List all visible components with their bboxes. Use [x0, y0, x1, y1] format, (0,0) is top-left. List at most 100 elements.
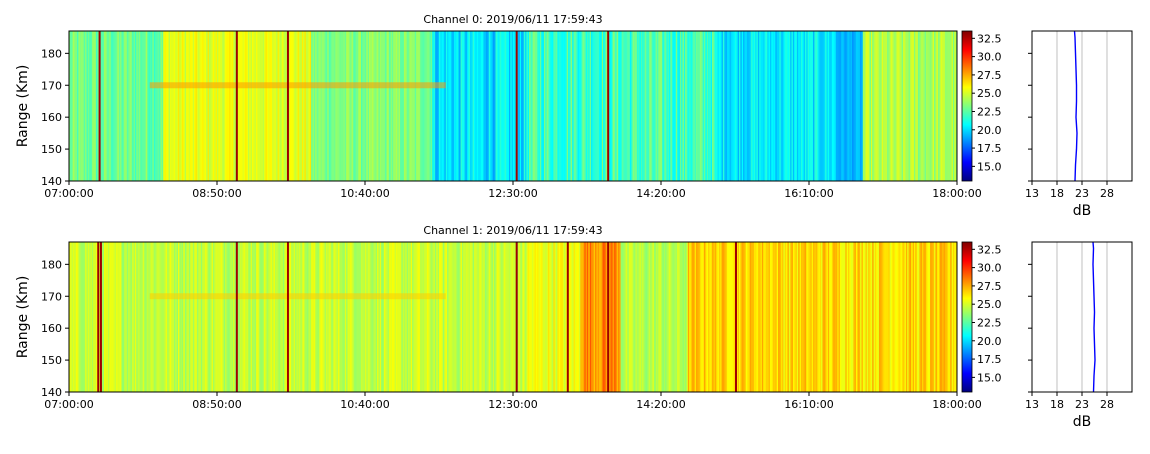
- heatmap-column: [351, 31, 354, 181]
- heatmap-column: [390, 242, 393, 392]
- heatmap-column: [426, 242, 429, 392]
- heatmap-column: [239, 242, 242, 392]
- heatmap-column: [934, 31, 936, 181]
- heatmap-column: [78, 242, 81, 392]
- heatmap-column: [348, 242, 351, 392]
- heatmap-column: [616, 31, 619, 181]
- heatmap-column: [912, 242, 915, 392]
- heatmap-column: [849, 31, 852, 181]
- heatmap-column: [132, 31, 135, 181]
- heatmap-column: [429, 242, 432, 392]
- heatmap-column: [650, 31, 653, 181]
- heatmap-column: [328, 242, 331, 392]
- heatmap-column: [705, 31, 708, 181]
- heatmap-column: [527, 31, 530, 181]
- heatmap-column: [366, 242, 369, 392]
- heatmap-column: [475, 242, 478, 392]
- heatmap-column: [291, 242, 293, 392]
- heatmap-column: [726, 242, 729, 392]
- heatmap-column: [891, 31, 893, 181]
- profile-x-axis-label: dB: [1073, 414, 1092, 430]
- heatmap-column: [709, 31, 712, 181]
- heatmap-column: [502, 242, 505, 392]
- heatmap-column: [266, 242, 269, 392]
- heatmap-column: [192, 242, 195, 392]
- heatmap-column: [443, 242, 445, 392]
- heatmap-column: [355, 242, 358, 392]
- heatmap-column: [159, 242, 161, 392]
- heatmap-column: [833, 31, 836, 181]
- heatmap-column: [93, 242, 96, 392]
- heatmap-column: [180, 31, 183, 181]
- heatmap-column: [309, 31, 312, 181]
- heatmap-column: [916, 242, 919, 392]
- heatmap-column: [537, 242, 540, 392]
- heatmap-column: [261, 242, 264, 392]
- heatmap-column: [860, 242, 862, 392]
- heatmap-column: [892, 242, 895, 392]
- heatmap-column: [950, 31, 953, 181]
- heatmap-column: [157, 242, 160, 392]
- heatmap-column: [757, 31, 760, 181]
- heatmap-column: [217, 31, 219, 181]
- heatmap-column: [887, 242, 889, 392]
- heatmap-column: [587, 31, 589, 181]
- heatmap-column: [386, 242, 389, 392]
- heatmap-column: [795, 242, 798, 392]
- heatmap-column: [792, 242, 795, 392]
- heatmap-column: [130, 31, 133, 181]
- heatmap-column: [880, 31, 883, 181]
- heatmap-column: [86, 31, 89, 181]
- heatmap-column: [300, 242, 303, 392]
- heatmap-column: [670, 242, 673, 392]
- heatmap-column: [899, 242, 901, 392]
- heatmap-column: [550, 31, 553, 181]
- heatmap-column: [486, 242, 488, 392]
- heatmap-column: [356, 242, 359, 392]
- heatmap-column: [102, 242, 105, 392]
- heatmap-column: [108, 31, 110, 181]
- heatmap-column: [503, 242, 506, 392]
- heatmap-column: [208, 242, 211, 392]
- heatmap-column: [881, 31, 884, 181]
- heatmap-column: [75, 242, 78, 392]
- heatmap-column: [803, 31, 806, 181]
- heatmap-column: [542, 31, 545, 181]
- heatmap-column: [229, 242, 231, 392]
- heatmap-column: [155, 31, 157, 181]
- heatmap-column: [920, 242, 923, 392]
- heatmap-column: [782, 31, 784, 181]
- heatmap-column: [745, 31, 748, 181]
- heatmap-column: [496, 31, 499, 181]
- heatmap-column: [804, 242, 807, 392]
- heatmap-column: [940, 242, 943, 392]
- heatmap-column: [483, 31, 486, 181]
- heatmap-column: [149, 242, 152, 392]
- heatmap-column: [358, 242, 361, 392]
- heatmap-column: [829, 242, 832, 392]
- heatmap-column: [928, 31, 931, 181]
- heatmap-column: [313, 31, 316, 181]
- heatmap-column: [560, 242, 562, 392]
- heatmap-column: [838, 31, 841, 181]
- heatmap-column: [246, 242, 249, 392]
- heatmap-column: [778, 242, 780, 392]
- heatmap-column: [889, 242, 892, 392]
- heatmap-column: [387, 31, 390, 181]
- heatmap-column: [835, 31, 838, 181]
- y-tick-label: 170: [41, 79, 62, 92]
- heatmap-column: [845, 31, 848, 181]
- heatmap-column: [810, 31, 813, 181]
- heatmap-column: [365, 31, 367, 181]
- y-axis-label: Range (Km): [15, 276, 31, 359]
- heatmap-column: [926, 31, 928, 181]
- heatmap-column: [105, 31, 108, 181]
- heatmap-column: [714, 31, 717, 181]
- colorbar-tick-label: 17.5: [977, 142, 1002, 155]
- heatmap-column: [561, 242, 564, 392]
- heatmap-column: [483, 242, 486, 392]
- heatmap-column: [447, 242, 449, 392]
- heatmap-column: [769, 242, 772, 392]
- heatmap-column: [379, 242, 382, 392]
- heatmap-column: [245, 242, 248, 392]
